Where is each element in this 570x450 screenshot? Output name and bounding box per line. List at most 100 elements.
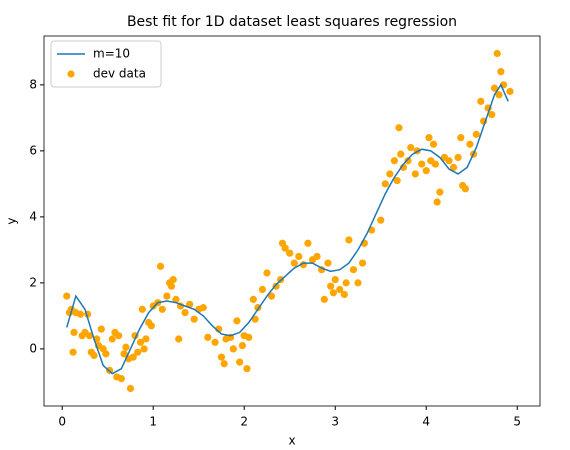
x-axis-label: x [288, 434, 295, 448]
data-point [172, 295, 180, 303]
data-point [404, 157, 412, 165]
data-point [169, 275, 177, 284]
data-point [249, 295, 257, 303]
data-point [457, 134, 465, 142]
data-point [134, 348, 142, 356]
data-point [217, 353, 226, 361]
data-point [436, 188, 444, 196]
legend-label: dev data [93, 67, 146, 81]
data-point [433, 198, 441, 206]
data-point [425, 134, 433, 142]
data-point [211, 338, 219, 346]
data-point [199, 304, 207, 312]
data-point [472, 130, 480, 138]
data-point [340, 290, 348, 299]
data-point [418, 160, 426, 168]
data-point [431, 160, 439, 168]
data-point [411, 170, 419, 178]
data-point [381, 180, 389, 188]
data-point [461, 185, 469, 193]
x-tick-label: 4 [422, 415, 430, 429]
data-point [263, 269, 271, 277]
data-point [506, 87, 514, 96]
data-point [158, 305, 166, 313]
x-tick-label: 3 [331, 415, 339, 429]
data-point [345, 236, 353, 244]
data-point [122, 343, 130, 351]
data-point [258, 285, 267, 294]
data-point [97, 325, 105, 333]
data-point [204, 333, 212, 341]
data-point [190, 315, 198, 323]
data-point [138, 305, 146, 313]
data-point [142, 335, 150, 343]
data-point [115, 332, 123, 340]
data-point [477, 97, 485, 105]
data-point [136, 338, 145, 346]
x-tick-label: 5 [513, 415, 521, 429]
data-point [290, 259, 298, 267]
data-point [147, 322, 155, 330]
data-point [175, 335, 183, 343]
data-point [407, 143, 415, 152]
data-point [377, 216, 385, 224]
data-point [233, 317, 241, 325]
data-point [320, 295, 328, 303]
data-point [488, 110, 496, 119]
data-point [395, 124, 403, 132]
data-point [76, 310, 85, 318]
data-point [313, 252, 321, 261]
data-point [267, 292, 276, 300]
y-tick-label: 6 [29, 143, 37, 157]
data-point [163, 292, 171, 300]
plot-frame [43, 35, 541, 407]
y-tick-label: 0 [29, 341, 37, 355]
y-axis-label: y [5, 217, 19, 224]
data-point [495, 91, 503, 99]
x-tick-label: 2 [240, 415, 248, 429]
legend-label: m=10 [93, 47, 130, 61]
data-point [236, 358, 244, 366]
data-point [386, 170, 394, 178]
data-point [117, 375, 125, 383]
data-point [286, 249, 294, 257]
data-point [229, 345, 237, 353]
data-point [245, 333, 253, 341]
data-point [397, 150, 405, 158]
legend-box [50, 40, 162, 88]
data-point [493, 49, 501, 58]
data-point [120, 350, 128, 358]
chart-title: Best fit for 1D dataset least squares re… [127, 14, 457, 30]
data-point [422, 167, 430, 175]
y-tick-label: 2 [29, 275, 37, 289]
data-point [295, 252, 303, 261]
data-point [393, 176, 401, 185]
data-point [304, 239, 312, 247]
data-point [90, 351, 98, 360]
data-point [281, 244, 289, 252]
legend-marker [67, 70, 75, 78]
data-point [129, 353, 137, 361]
x-tick-label: 0 [58, 415, 66, 429]
data-point [329, 289, 338, 297]
data-point [327, 282, 335, 290]
data-point [429, 140, 438, 148]
data-point [331, 275, 339, 284]
data-point [186, 300, 194, 308]
data-point [238, 341, 246, 350]
data-point [342, 279, 350, 287]
data-point [497, 68, 505, 76]
data-point [108, 335, 116, 343]
data-point [349, 266, 358, 274]
data-point [102, 350, 110, 358]
data-point [449, 163, 458, 171]
data-point [490, 84, 499, 92]
data-point [251, 315, 259, 323]
data-point [156, 262, 165, 270]
data-point [181, 308, 189, 317]
data-point [324, 259, 332, 267]
data-point [336, 285, 344, 294]
data-point [70, 328, 78, 336]
